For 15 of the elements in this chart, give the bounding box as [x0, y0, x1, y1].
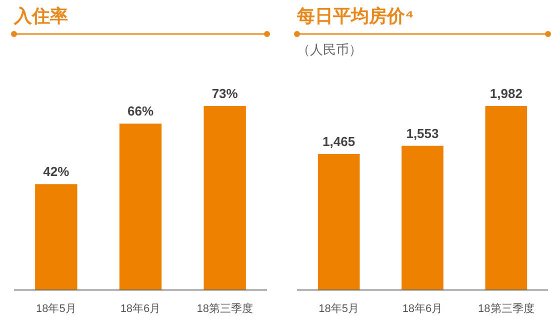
x-tick-label: 18第三季度	[478, 302, 534, 315]
data-label: 73%	[212, 86, 238, 101]
x-tick-label: 18年5月	[318, 303, 360, 315]
data-label: 1,553	[406, 126, 439, 141]
data-label: 42%	[43, 164, 70, 180]
x-tick-label: 18年6月	[120, 303, 161, 315]
chart-subtitle: （人民币）	[297, 42, 362, 57]
x-tick-label: 18年6月	[402, 303, 443, 315]
chart-title: 入住率	[13, 6, 68, 26]
x-tick-label: 18年5月	[36, 303, 76, 315]
x-tick-label: 18第三季度	[196, 302, 253, 315]
data-label: 1,982	[490, 86, 522, 101]
data-label: 1,465	[322, 134, 356, 149]
data-label: 66%	[127, 104, 154, 119]
chart-title: 每日平均房价⁴	[296, 6, 414, 26]
